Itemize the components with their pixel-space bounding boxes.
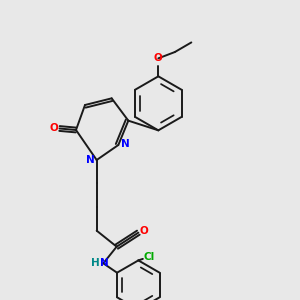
Text: N: N: [100, 258, 108, 268]
Text: Cl: Cl: [144, 251, 155, 262]
Text: O: O: [154, 53, 163, 63]
Text: N: N: [121, 139, 129, 149]
Text: O: O: [50, 123, 58, 133]
Text: N: N: [86, 155, 94, 165]
Text: O: O: [140, 226, 148, 236]
Text: H: H: [91, 258, 99, 268]
